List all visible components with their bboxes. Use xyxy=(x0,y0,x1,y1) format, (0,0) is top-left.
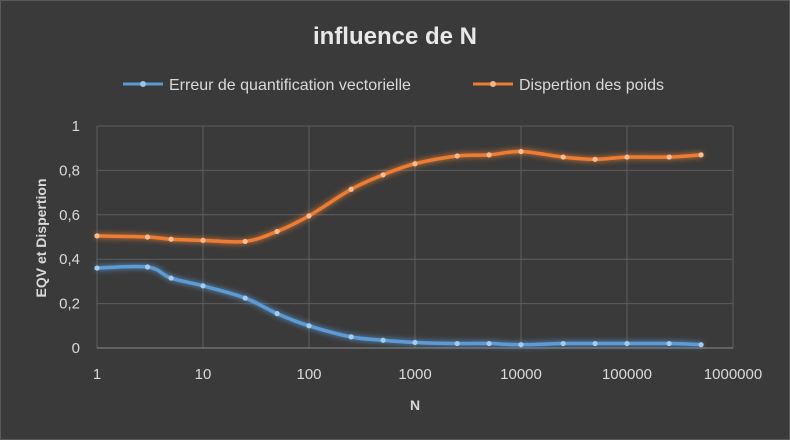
data-point xyxy=(348,334,354,340)
data-point xyxy=(454,340,460,347)
y-axis-title: EQV et Dispertion xyxy=(33,178,49,297)
y-tick-label: 1 xyxy=(72,118,80,135)
legend-label-eqv: Erreur de quantification vectorielle xyxy=(169,77,411,94)
series-0 xyxy=(94,264,704,348)
legend-marker-dispertion xyxy=(490,81,496,87)
data-point xyxy=(412,339,418,346)
series-1 xyxy=(94,148,704,245)
y-tick-label: 0,8 xyxy=(59,162,80,179)
data-point xyxy=(592,340,598,347)
legend-label-dispertion: Dispertion des poids xyxy=(519,77,664,94)
legend: Erreur de quantification vectorielle Dis… xyxy=(123,77,664,94)
data-point xyxy=(242,238,248,245)
data-point xyxy=(168,236,174,242)
data-point xyxy=(624,154,630,160)
data-point xyxy=(486,340,492,347)
x-tick-label: 1000 xyxy=(398,366,431,383)
axes: 0 0,2 0,4 0,6 0,8 1 1 10 100 1000 10000 100000 10000… xyxy=(59,118,762,383)
data-point xyxy=(380,337,386,343)
x-tick-label: 1 xyxy=(93,366,101,383)
data-point xyxy=(94,265,100,271)
series-group xyxy=(94,148,704,348)
data-point xyxy=(168,275,174,281)
x-tick-label: 10 xyxy=(195,366,212,383)
chart-title: influence de N xyxy=(313,23,477,50)
data-point xyxy=(274,228,280,235)
data-point xyxy=(144,234,151,240)
legend-marker-eqv xyxy=(140,81,146,87)
data-point xyxy=(698,342,704,348)
data-point xyxy=(274,310,280,317)
data-point xyxy=(200,283,206,289)
series-line xyxy=(95,149,703,244)
data-point xyxy=(560,340,566,347)
x-axis-title: N xyxy=(410,397,420,413)
y-tick-label: 0,6 xyxy=(59,207,80,224)
data-point xyxy=(348,186,354,192)
data-point xyxy=(666,154,672,160)
data-point xyxy=(486,152,492,158)
data-point xyxy=(144,264,151,270)
x-tick-label: 1000000 xyxy=(704,366,762,383)
data-point xyxy=(624,340,630,347)
y-tick-label: 0,4 xyxy=(59,251,80,268)
data-point xyxy=(306,323,312,329)
data-point xyxy=(560,154,566,160)
x-tick-label: 10000 xyxy=(500,366,542,383)
data-point xyxy=(412,161,418,167)
data-point xyxy=(666,340,672,347)
data-point xyxy=(94,233,100,239)
data-point xyxy=(592,156,598,162)
x-tick-label: 100 xyxy=(296,366,321,383)
data-point xyxy=(698,152,704,158)
y-tick-label: 0,2 xyxy=(59,296,80,313)
series-line xyxy=(95,264,703,347)
data-point xyxy=(200,237,206,243)
data-point xyxy=(518,342,524,348)
data-point xyxy=(518,148,524,155)
data-point xyxy=(380,172,386,178)
data-point xyxy=(454,153,460,159)
data-point xyxy=(242,295,248,301)
x-tick-label: 100000 xyxy=(602,366,652,383)
y-tick-label: 0 xyxy=(72,340,80,357)
data-point xyxy=(306,213,312,219)
